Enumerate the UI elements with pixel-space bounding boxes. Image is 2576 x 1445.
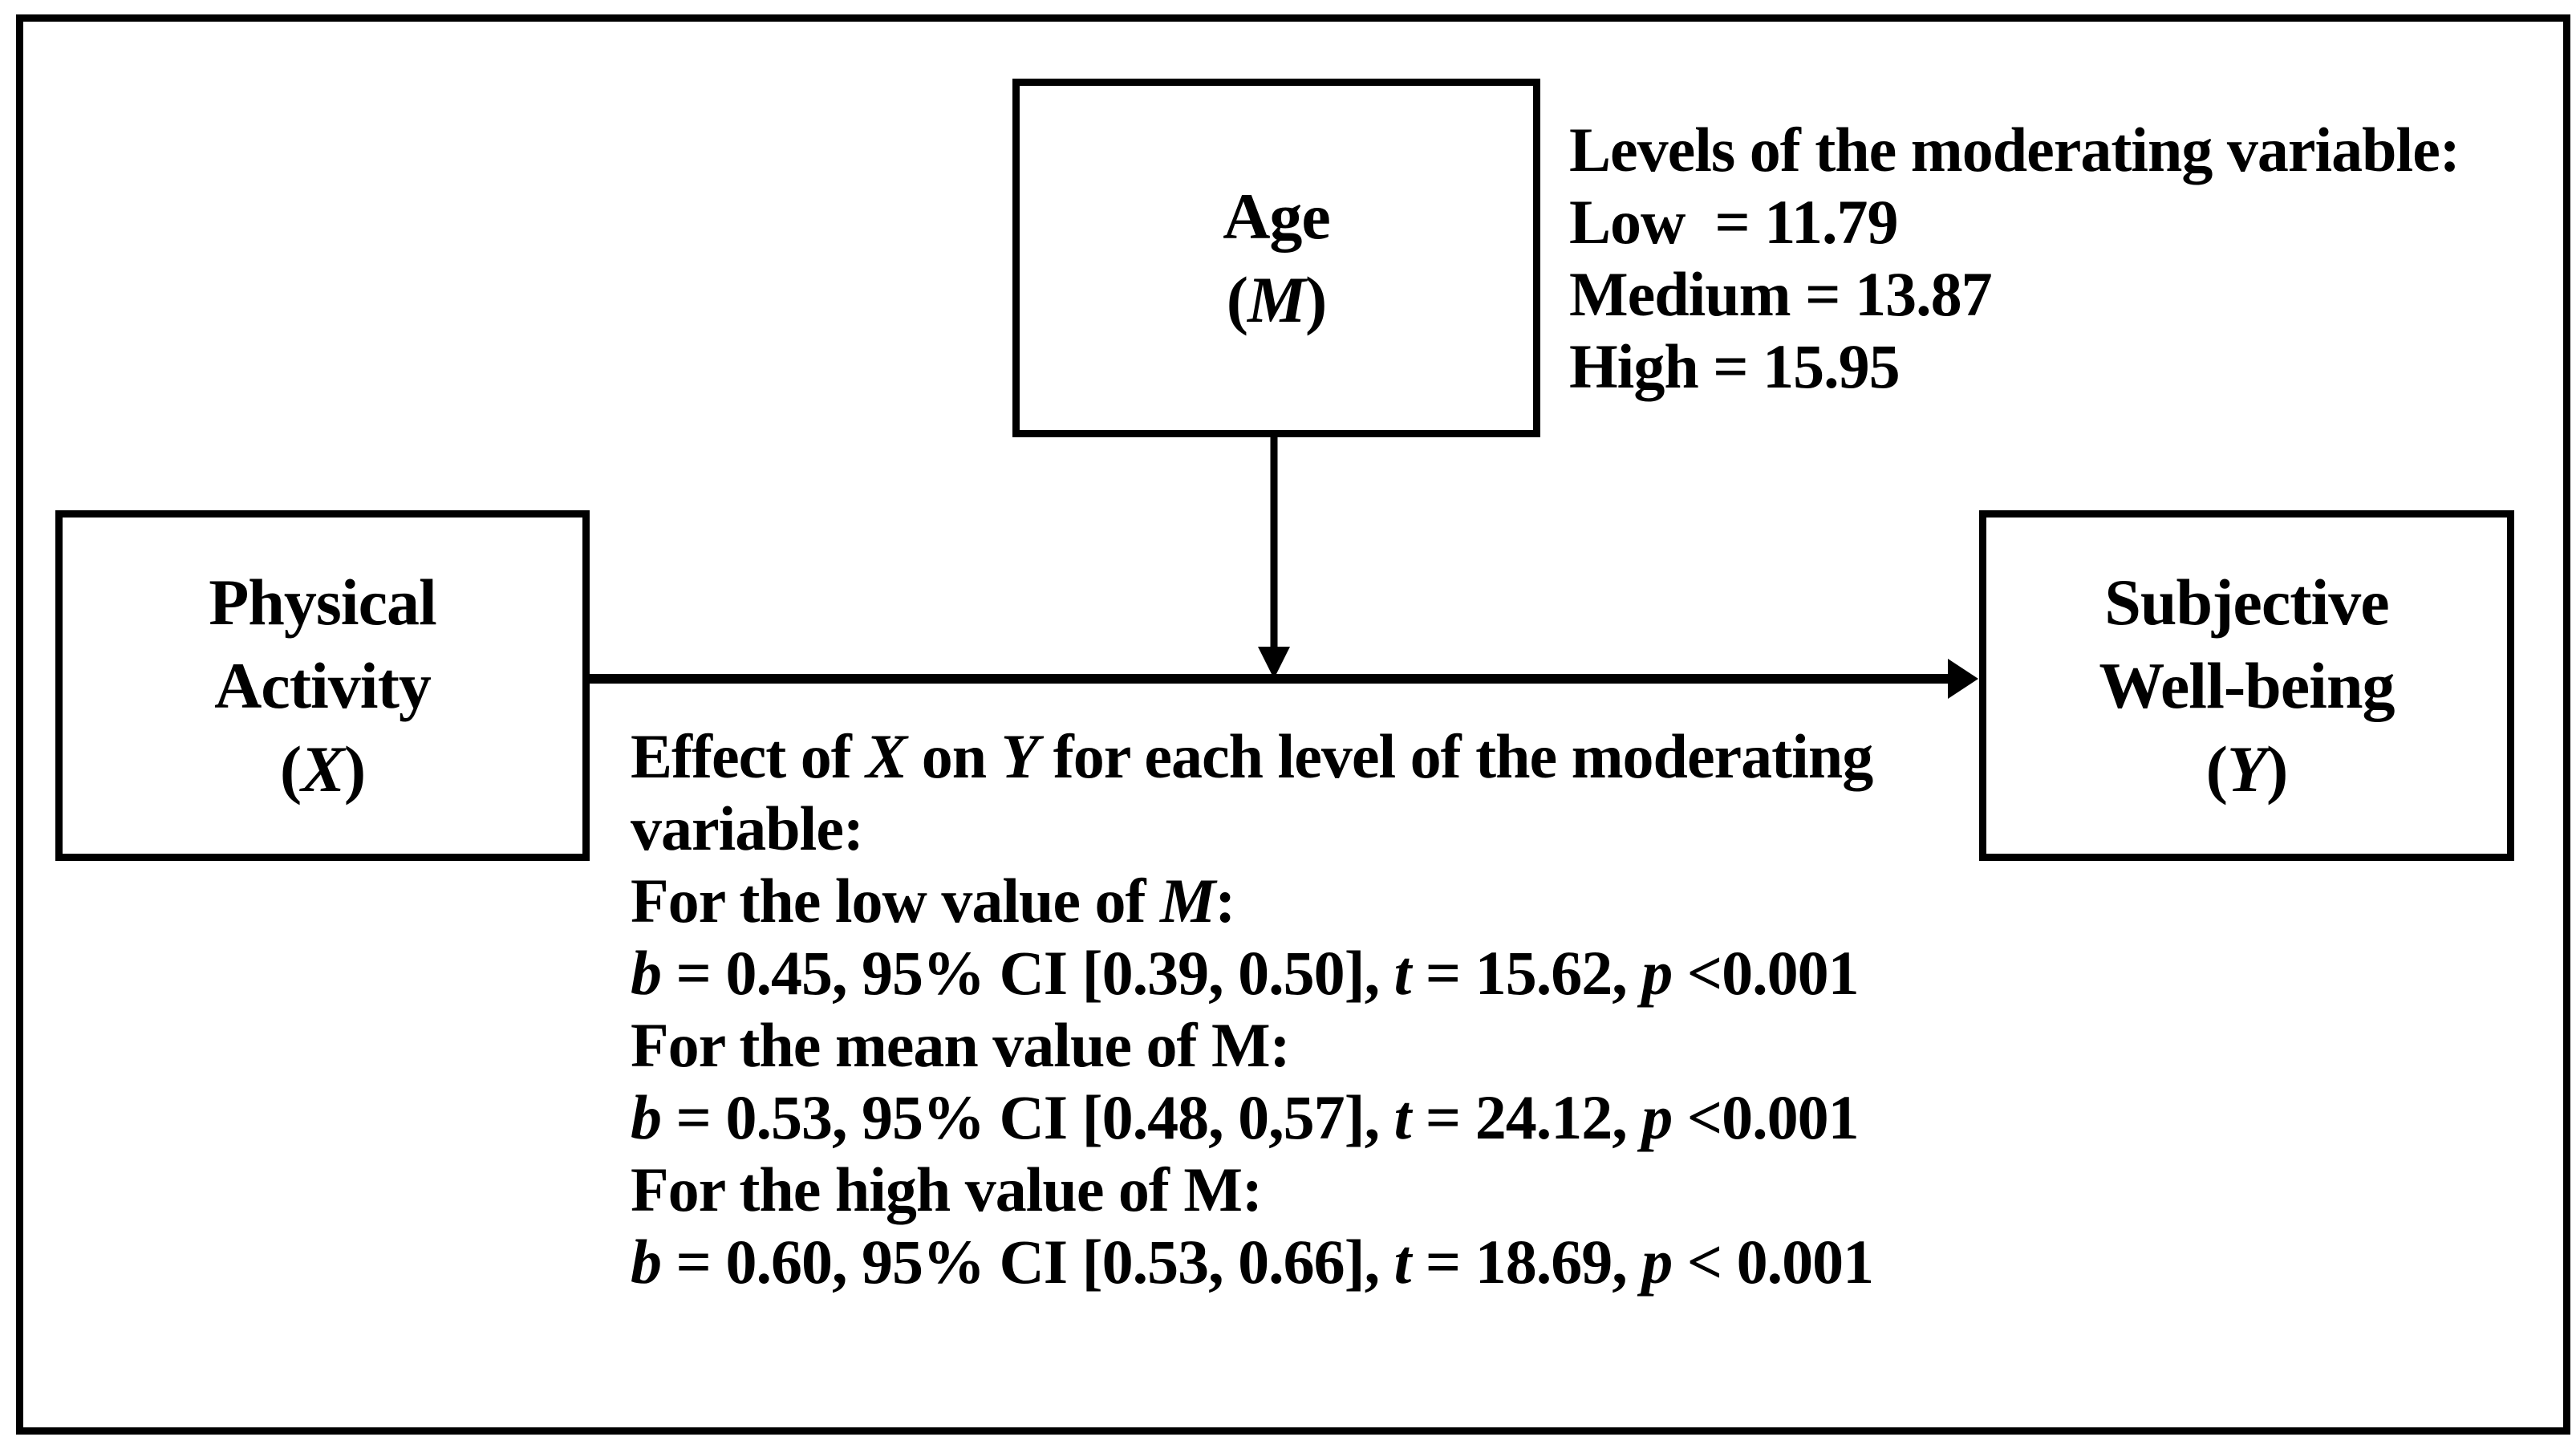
y-symbol: Y bbox=[1000, 721, 1040, 791]
paren-close: ) bbox=[343, 732, 366, 806]
predictor-label-line2: Activity bbox=[214, 644, 432, 728]
predictor-label-line1: Physical bbox=[209, 561, 437, 644]
text-segment: = 0.53, 95% CI [0.48, 0,57], bbox=[661, 1082, 1394, 1152]
text-segment: for each level of the moderating bbox=[1038, 721, 1873, 791]
text-segment: on bbox=[907, 721, 1001, 791]
text-segment: < 0.001 bbox=[1672, 1227, 1874, 1297]
conditional-effects-note: Effect of X on Y for each level of the m… bbox=[631, 720, 1874, 1298]
predictor-name-line2: Activity bbox=[214, 648, 432, 722]
outcome-label-line1: Subjective bbox=[2104, 561, 2389, 644]
text-segment: = 0.60, 95% CI [0.53, 0.66], bbox=[661, 1227, 1394, 1297]
levels-low: Low = 11.79 bbox=[1569, 187, 1898, 257]
effect-low-stats: b = 0.45, 95% CI [0.39, 0.50], t = 15.62… bbox=[631, 937, 1873, 1009]
moderator-symbol-letter: M bbox=[1247, 262, 1306, 336]
t-symbol: t bbox=[1393, 1227, 1412, 1297]
moderator-symbol: (M) bbox=[1226, 258, 1328, 342]
text-segment: <0.001 bbox=[1672, 938, 1860, 1008]
paren-open: ( bbox=[279, 732, 302, 806]
t-symbol: t bbox=[1393, 938, 1412, 1008]
predictor-symbol: (X) bbox=[279, 728, 366, 811]
moderator-levels-note: Levels of the moderating variable: Low =… bbox=[1569, 114, 2460, 403]
b-symbol: b bbox=[631, 938, 662, 1008]
b-symbol: b bbox=[631, 1227, 662, 1297]
text-segment: = 24.12, bbox=[1410, 1082, 1642, 1152]
effect-mean-header: For the mean value of M: bbox=[631, 1010, 1291, 1080]
outcome-name-line2: Well-being bbox=[2099, 648, 2395, 722]
text-segment: = 18.69, bbox=[1410, 1227, 1642, 1297]
outcome-symbol: (Y) bbox=[2205, 728, 2289, 811]
p-symbol: p bbox=[1641, 1082, 1673, 1152]
down-arrowhead-icon bbox=[1258, 647, 1290, 679]
levels-title: Levels of the moderating variable: bbox=[1569, 115, 2460, 185]
p-symbol: p bbox=[1641, 938, 1673, 1008]
text-segment: = 15.62, bbox=[1410, 938, 1642, 1008]
moderator-box: Age (M) bbox=[1012, 79, 1540, 437]
levels-medium: Medium = 13.87 bbox=[1569, 259, 1993, 329]
outcome-label-line2: Well-being bbox=[2099, 644, 2395, 728]
effect-high-header: For the high value of M: bbox=[631, 1155, 1263, 1224]
paren-open: ( bbox=[1226, 262, 1248, 336]
levels-high: High = 15.95 bbox=[1569, 331, 1901, 401]
text-segment: : bbox=[1215, 866, 1235, 936]
predictor-box: Physical Activity (X) bbox=[55, 510, 590, 861]
b-symbol: b bbox=[631, 1082, 662, 1152]
moderator-name: Age bbox=[1223, 179, 1331, 253]
predictor-name-line1: Physical bbox=[209, 565, 437, 639]
paren-close: ) bbox=[1304, 262, 1327, 336]
p-symbol: p bbox=[1641, 1227, 1673, 1297]
paren-open: ( bbox=[2205, 732, 2228, 806]
t-symbol: t bbox=[1393, 1082, 1412, 1152]
text-segment: = 0.45, 95% CI [0.39, 0.50], bbox=[661, 938, 1394, 1008]
text-segment: <0.001 bbox=[1672, 1082, 1860, 1152]
predictor-symbol-letter: X bbox=[301, 732, 345, 806]
effect-mean-stats: b = 0.53, 95% CI [0.48, 0,57], t = 24.12… bbox=[631, 1082, 1873, 1154]
effect-low-header: For the low value of M: bbox=[631, 865, 1873, 937]
paren-close: ) bbox=[2266, 732, 2288, 806]
effect-high-stats: b = 0.60, 95% CI [0.53, 0.66], t = 18.69… bbox=[631, 1226, 1874, 1298]
outcome-box: Subjective Well-being (Y) bbox=[1979, 510, 2514, 861]
right-arrowhead-icon bbox=[1948, 659, 1978, 699]
effect-title-line1: Effect of X on Y for each level of the m… bbox=[631, 720, 1873, 793]
text-segment: Effect of bbox=[631, 721, 866, 791]
effect-title-line2: variable: bbox=[631, 794, 864, 863]
outcome-name-line1: Subjective bbox=[2104, 565, 2389, 639]
moderator-label: Age bbox=[1223, 175, 1331, 258]
m-symbol: M bbox=[1159, 866, 1215, 936]
text-segment: For the low value of bbox=[631, 866, 1160, 936]
outcome-symbol-letter: Y bbox=[2226, 732, 2267, 806]
x-symbol: X bbox=[866, 721, 907, 791]
